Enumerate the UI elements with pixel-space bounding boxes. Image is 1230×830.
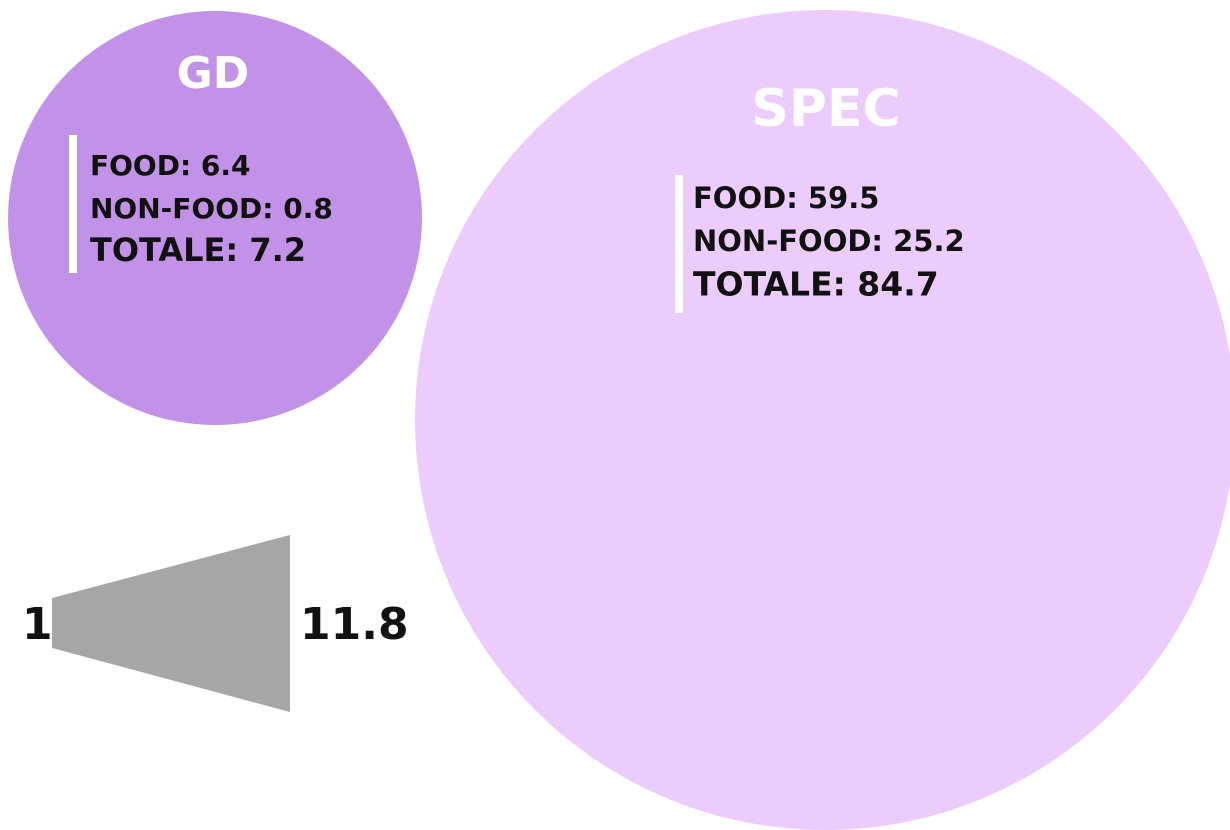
circle-line: TOTALE: 84.7 [693,265,939,304]
ratio-shape [52,535,290,712]
divider-bar [69,135,77,273]
circle-line: FOOD: 6.4 [90,149,251,182]
circle-title: SPEC [751,79,900,139]
circle-line: FOOD: 59.5 [693,181,879,215]
circle-line: TOTALE: 7.2 [90,231,306,269]
circle-title: GD [177,48,250,99]
circle-line: NON-FOOD: 25.2 [693,224,965,258]
divider-bar [675,175,683,313]
spec-circle [415,10,1230,830]
ratio-left: 1 [22,599,53,650]
circle-line: NON-FOOD: 0.8 [90,192,333,225]
ratio-right: 11.8 [300,599,409,650]
gd-circle [8,11,422,425]
